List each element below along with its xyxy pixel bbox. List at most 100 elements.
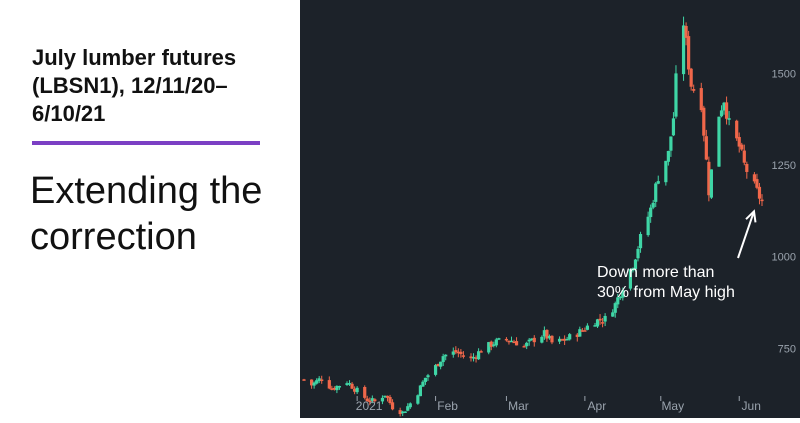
candle-body [380, 397, 385, 402]
candle-body [545, 329, 549, 339]
candle-body [636, 248, 640, 259]
candle-body [370, 398, 374, 401]
candle-body [418, 385, 422, 397]
candle-body [704, 136, 708, 160]
candle-body [390, 402, 395, 410]
candle-body [757, 186, 762, 199]
annotation-text: 30% from May high [597, 284, 735, 301]
y-tick-label: 750 [778, 343, 796, 355]
x-tick-label: Jun [742, 399, 761, 413]
candle-body [315, 380, 319, 384]
candle-body [745, 163, 749, 172]
candle-body [451, 351, 455, 355]
subhead: Extending the correction [30, 170, 263, 258]
candle-body [666, 150, 670, 162]
x-tick-label: Apr [588, 399, 607, 413]
candle-body [674, 73, 678, 117]
candle-body [633, 259, 638, 270]
candle-body [550, 335, 554, 343]
candle-body [557, 338, 562, 342]
candle-body [717, 116, 721, 167]
annotation-arrowhead [745, 209, 757, 223]
candle-body [532, 337, 536, 343]
y-axis: 750 1000 1250 1500 [772, 68, 796, 355]
candle-body [638, 234, 643, 249]
candle-body [456, 351, 460, 354]
candle-body [687, 36, 691, 70]
candle-body [368, 400, 372, 403]
candle-body [441, 356, 445, 363]
candle-body [406, 406, 410, 411]
candles-group [302, 16, 764, 417]
candle-body [469, 356, 473, 359]
candle-body [568, 334, 572, 340]
candle-body [575, 334, 579, 337]
candle-body [337, 386, 342, 388]
candle-body [649, 207, 653, 218]
candle-body [363, 386, 367, 398]
candle-body [471, 357, 476, 359]
candle-body [598, 318, 602, 321]
candle-body [436, 363, 440, 367]
candle-body [709, 169, 713, 198]
candle-body [330, 388, 334, 390]
candle-body [654, 183, 658, 202]
candle-body [426, 375, 430, 378]
candle-body [504, 338, 509, 341]
y-tick-label: 1500 [772, 68, 796, 80]
x-tick-label: Mar [508, 399, 529, 413]
candle-body [669, 136, 673, 151]
candle-body [671, 118, 676, 136]
candle-body [611, 312, 615, 317]
y-tick-label: 1250 [772, 160, 796, 172]
candle-body [740, 144, 744, 150]
candle-body [618, 296, 622, 299]
candle-body [735, 120, 739, 139]
candle-body [563, 338, 567, 341]
candle-body [646, 216, 650, 236]
y-tick-label: 1000 [772, 252, 796, 264]
candle-body [355, 387, 359, 393]
candle-body [507, 340, 511, 343]
candle-body [320, 379, 324, 381]
candle-body [353, 388, 357, 392]
candle-body [401, 411, 405, 414]
candle-body [540, 336, 544, 343]
candlestick-chart: 750 1000 1250 1500 2021 Feb Mar Apr May Jun Down… [300, 0, 800, 418]
candle-body [600, 322, 605, 324]
candle-body [651, 202, 655, 208]
candle-body [727, 118, 731, 120]
candle-body [752, 174, 757, 182]
candle-body [383, 395, 387, 398]
candle-body [514, 341, 519, 346]
candle-body [707, 161, 711, 196]
candle-body [479, 351, 483, 353]
candle-body [621, 290, 625, 298]
headline: July lumber futures (LBSN1), 12/11/20–6/… [32, 45, 237, 126]
candle-body [433, 365, 438, 375]
candle-body [509, 340, 514, 343]
chart-panel: 750 1000 1250 1500 2021 Feb Mar Apr May Jun Down… [300, 0, 800, 418]
candle-body [416, 395, 420, 404]
accent-rule [32, 141, 260, 145]
x-tick-label: Feb [437, 399, 458, 413]
candle-body [522, 346, 526, 348]
candle-body [454, 350, 458, 353]
candle-body [497, 338, 501, 340]
candle-body [487, 342, 491, 353]
candle-body [312, 382, 316, 386]
candle-body [492, 344, 496, 346]
candle-body [724, 102, 729, 119]
candle-body [578, 329, 582, 337]
title-panel: July lumber futures (LBSN1), 12/11/20–6/… [0, 0, 300, 418]
candle-body [702, 107, 706, 136]
candle-body [603, 315, 607, 322]
candle-body [525, 342, 529, 347]
x-axis: 2021 Feb Mar Apr May Jun [356, 396, 761, 413]
candle-body [489, 341, 493, 347]
candle-body [595, 319, 600, 327]
candle-body [512, 341, 516, 344]
candle-body [585, 325, 590, 330]
candle-body [302, 379, 306, 381]
candle-body [722, 102, 726, 111]
